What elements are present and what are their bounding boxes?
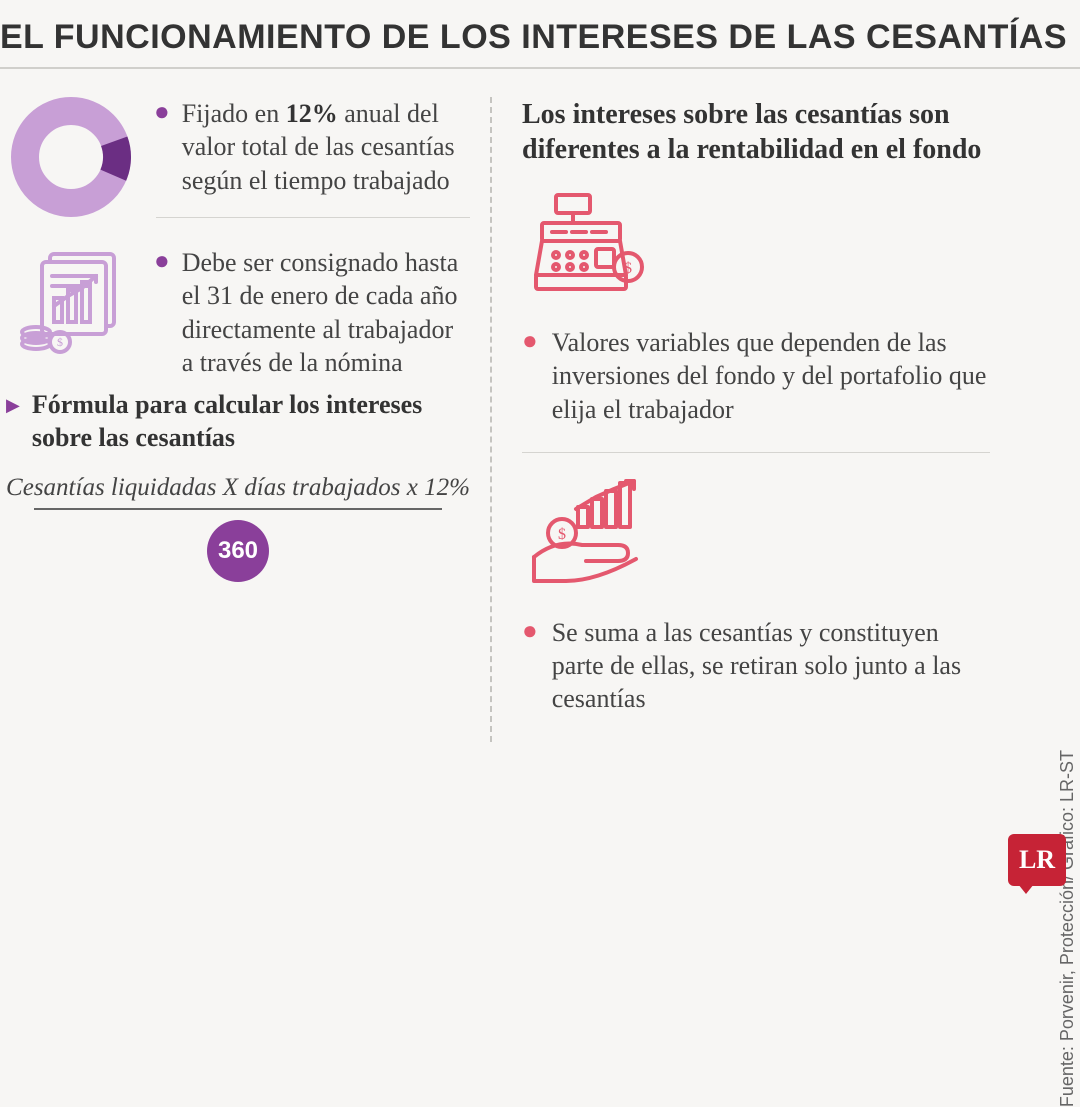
column-right: Los intereses sobre las cesantías son di… xyxy=(490,97,1000,742)
column-left: ● Fijado en 12% anual del valor total de… xyxy=(0,97,490,742)
donut-chart-icon xyxy=(6,97,136,217)
logo-text: LR xyxy=(1019,845,1055,875)
left-item-2-text: Debe ser consigna­do hasta el 31 de ener… xyxy=(182,246,470,379)
right-item-1: ● Valores variables que dependen de las … xyxy=(522,326,990,453)
formula-block: ▶ Fórmula para calcular los intereses so… xyxy=(6,389,470,582)
triangle-icon: ▶ xyxy=(6,395,20,416)
bullet-icon: ● xyxy=(154,99,170,125)
page-title: EL FUNCIONAMIENTO DE LOS INTERESES DE LA… xyxy=(0,0,1080,69)
left-item-1: ● Fijado en 12% anual del valor total de… xyxy=(6,97,470,217)
source-credit: Fuente: Porvenir, Protección/ Gráfico: L… xyxy=(1057,750,1078,1107)
cash-register-icon: $ xyxy=(526,189,990,304)
publisher-logo: LR xyxy=(1008,834,1066,886)
main-columns: ● Fijado en 12% anual del valor total de… xyxy=(0,69,1080,742)
bullet-icon: ● xyxy=(154,248,170,274)
right-item-2: ● Se suma a las cesantías y constituyen … xyxy=(522,616,990,742)
formula-numerator: Cesantías liquidadas X días trabajados x… xyxy=(6,474,470,508)
svg-text:$: $ xyxy=(624,260,632,277)
bullet-icon: ● xyxy=(522,328,538,354)
left-item-1-text: Fijado en 12% anual del valor total de l… xyxy=(182,97,470,197)
right-item-1-text: Valores variables que dependen de las in… xyxy=(552,326,990,426)
right-heading: Los intereses sobre las cesantías son di… xyxy=(522,97,990,167)
fraction-line xyxy=(34,508,442,510)
svg-text:$: $ xyxy=(558,526,566,543)
hand-growth-icon: $ xyxy=(526,479,990,594)
divider xyxy=(156,217,470,218)
bullet-icon: ● xyxy=(522,618,538,644)
svg-text:$: $ xyxy=(57,335,63,349)
formula-title: Fórmula para calcular los intereses sobr… xyxy=(32,389,470,454)
coins-chart-icon: $ xyxy=(6,246,136,366)
right-item-2-text: Se suma a las cesantías y constituyen pa… xyxy=(552,616,990,716)
formula-denominator: 360 xyxy=(207,520,269,582)
left-item-2: $ ● Debe ser consigna­do hasta el 31 de … xyxy=(6,246,470,379)
